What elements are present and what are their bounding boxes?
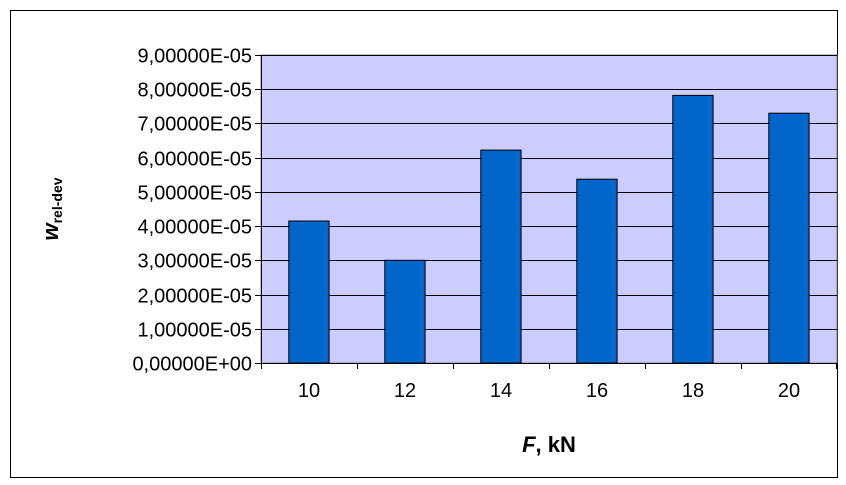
y-tick-label: 3,00000E-05 [137,251,252,273]
x-tick-label: 12 [394,380,416,402]
y-tick-label: 2,00000E-05 [137,286,252,308]
y-axis-title: wrel-dev [38,177,65,240]
x-tick-label: 18 [682,380,704,402]
bar [672,94,714,364]
bar [288,220,330,364]
bar [480,149,522,364]
y-tick-label: 9,00000E-05 [137,46,252,68]
x-tick-label: 14 [490,380,512,402]
y-tick-label: 5,00000E-05 [137,183,252,205]
y-tick-label: 8,00000E-05 [137,80,252,102]
bar [384,259,426,364]
y-tick-label: 0,00000E+00 [132,354,252,376]
y-tick-label: 1,00000E-05 [137,320,252,342]
x-tick-label: 16 [586,380,608,402]
gridlines [261,55,837,330]
y-tick-label: 7,00000E-05 [137,114,252,136]
bar [576,178,618,364]
plot-area [260,54,838,364]
x-axis-title-unit: , kN [536,432,576,457]
x-tick-label: 10 [298,380,320,402]
y-axis: 0,00000E+00 1,00000E-05 2,00000E-05 3,00000… [132,46,262,376]
y-tick-label: 4,00000E-05 [137,217,252,239]
x-axis-title-variable: F [522,432,536,457]
y-axis-title-variable: w [38,222,63,241]
x-axis-title: F, kN [522,432,576,457]
bars [288,94,810,364]
bar [768,112,810,364]
x-axis: 10 12 14 16 18 20 [261,363,837,402]
y-axis-title-subscript: rel-dev [49,177,65,223]
y-tick-label: 6,00000E-05 [137,149,252,171]
x-tick-label: 20 [778,380,800,402]
